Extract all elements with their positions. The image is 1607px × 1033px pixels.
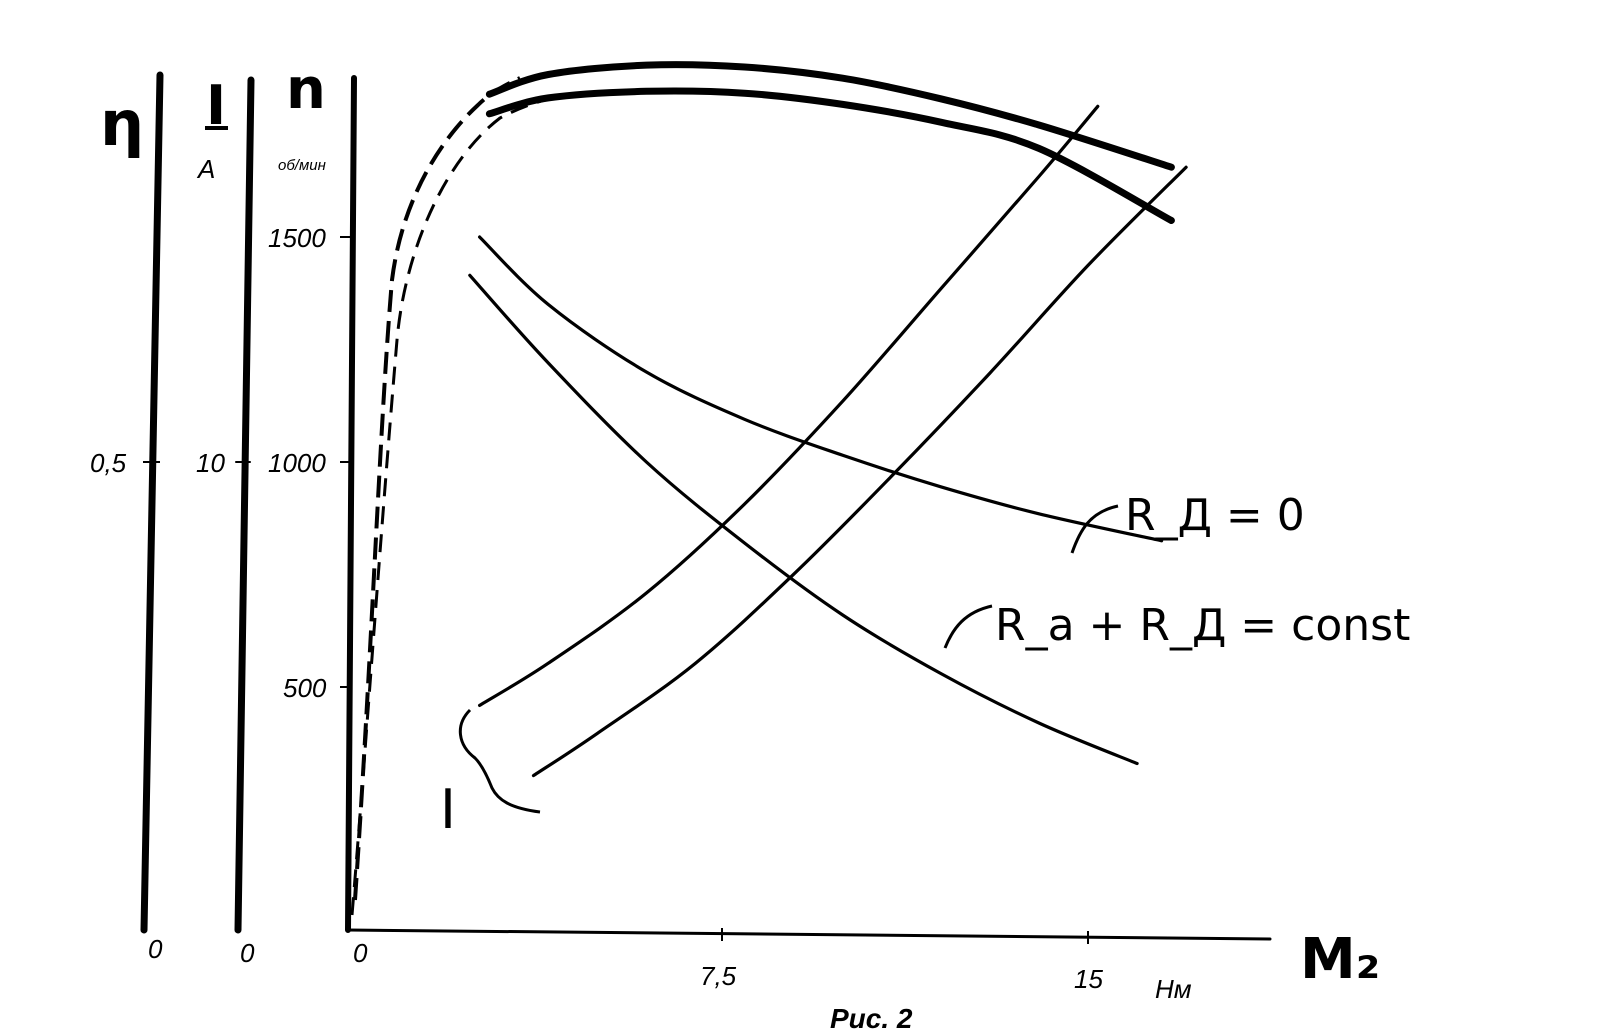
torque-axis-symbol: M₂ [1300, 927, 1380, 992]
eta-tick-label: 0,5 [90, 448, 127, 478]
current-zero-label: 0 [240, 938, 255, 968]
label-leader-ra-rd-const [943, 604, 993, 649]
speed-axis-symbol: n [286, 57, 326, 122]
current-tick-label: 10 [196, 448, 225, 478]
torque-tick-label-15: 15 [1074, 964, 1103, 994]
speed-zero-label: 0 [353, 938, 368, 968]
speed-axis-unit: об/мин [278, 157, 326, 174]
current-axis-line [234, 76, 255, 934]
speed-axis-line [345, 75, 357, 933]
label-bracket-i: I [440, 778, 456, 841]
torque-axis-line [346, 928, 1272, 941]
current-axis-unit: A [196, 154, 215, 184]
speed-tick-label-1000: 1000 [268, 448, 326, 478]
eta-axis-line [140, 71, 164, 934]
current-curve-2 [478, 104, 1100, 707]
torque-tick-label-7-5: 7,5 [700, 961, 737, 991]
label-ra-rd-const: R_a + R_Д = const [995, 600, 1410, 651]
curves-layer [468, 61, 1188, 778]
speed-tick-label-500: 500 [283, 673, 327, 703]
efficiency-curve-4 [485, 61, 1175, 171]
efficiency-curve-5 [485, 87, 1175, 224]
efficiency-start-dashed-lower [350, 98, 546, 916]
speed-curve-0 [478, 235, 1164, 543]
current-bracket [459, 708, 541, 814]
speed-tick-label-1500: 1500 [268, 223, 326, 253]
eta-zero-label: 0 [148, 934, 163, 964]
efficiency-start-dashed-upper [353, 76, 521, 901]
label-rd-zero: R_Д = 0 [1125, 490, 1305, 541]
eta-axis-symbol: η [100, 87, 144, 160]
current-curve-3 [531, 165, 1188, 778]
current-axis-symbol: I [206, 74, 226, 137]
torque-axis-unit: Нм [1155, 974, 1192, 1004]
label-leader-rd-zero [1070, 504, 1119, 554]
speed-curve-1 [468, 273, 1139, 766]
figure-caption: Рис. 2 [830, 1003, 913, 1033]
